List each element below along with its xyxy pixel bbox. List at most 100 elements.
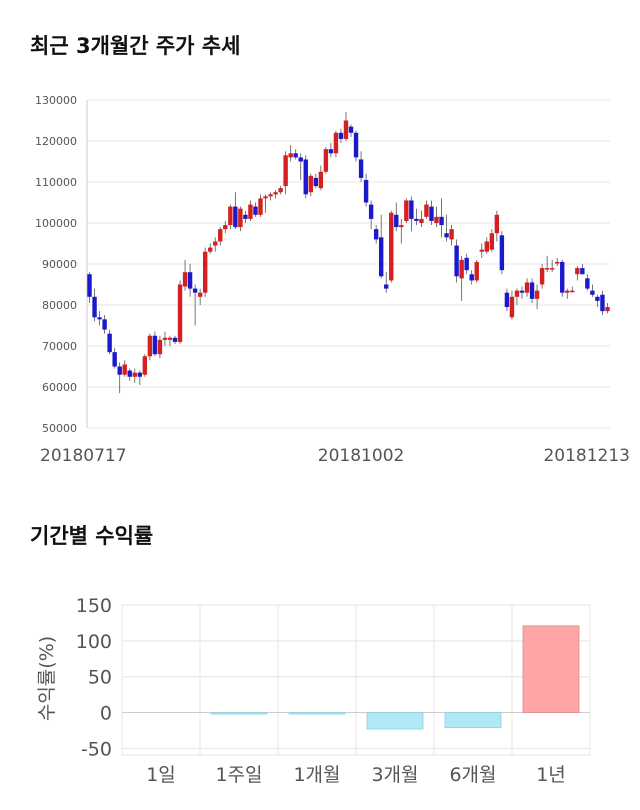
candle-body: [409, 200, 414, 219]
candle-body: [434, 216, 439, 223]
y-tick-label: 0: [100, 703, 112, 725]
candle-body: [102, 319, 107, 330]
candle-body: [343, 120, 349, 139]
y-tick-label: 150: [76, 595, 112, 617]
candle-body: [358, 159, 364, 178]
candle-body: [394, 214, 399, 228]
candle-body: [585, 278, 590, 289]
candle-body: [504, 292, 510, 308]
y-tick-label: 120000: [35, 135, 77, 148]
candle-body: [399, 225, 404, 228]
y-tick-label: 70000: [42, 340, 77, 353]
candle-body: [539, 268, 545, 285]
candle-body: [213, 241, 218, 246]
candle-body: [424, 204, 429, 217]
candle-body: [117, 366, 122, 375]
y-tick-label: 100000: [35, 217, 77, 230]
x-tick-label: 20181213: [543, 446, 630, 466]
candle-body: [565, 290, 570, 293]
candle-body: [489, 233, 495, 250]
y-tick-label: 130000: [35, 94, 77, 107]
candle-body: [474, 261, 479, 281]
candle-body: [92, 296, 97, 318]
candle-body: [243, 214, 248, 219]
candle-body: [197, 292, 203, 297]
candle-body: [318, 171, 324, 189]
candle-body: [233, 206, 238, 228]
candle-body: [469, 274, 474, 281]
x-tick-label: 20181002: [318, 446, 405, 466]
candle-body: [192, 288, 198, 293]
candle-body: [288, 153, 293, 158]
candle-body: [414, 218, 419, 221]
candle-body: [529, 282, 535, 299]
y-tick-label: 60000: [42, 381, 77, 394]
candle-body: [293, 153, 298, 158]
return-bar: [366, 712, 424, 730]
candle-body: [570, 290, 575, 293]
x-tick-label: 1일: [146, 764, 176, 786]
candle-body: [368, 204, 374, 219]
candle-body: [107, 333, 112, 353]
return-bar: [444, 712, 502, 729]
y-tick-label: 80000: [42, 299, 77, 312]
x-tick-label: 1주일: [215, 764, 262, 786]
candle-body: [605, 307, 610, 312]
candle-body: [494, 214, 500, 234]
candle-body: [519, 290, 525, 293]
candle-body: [278, 188, 283, 193]
candle-body: [122, 364, 127, 375]
candle-body: [560, 261, 565, 293]
candle-body: [87, 274, 92, 297]
y-tick-label: 50: [88, 667, 112, 689]
candle-body: [454, 245, 459, 277]
candle-body: [172, 337, 178, 342]
candle-body: [112, 352, 117, 367]
candle-body: [590, 290, 595, 295]
candle-body: [208, 247, 213, 252]
candle-body: [549, 268, 555, 270]
candle-body: [348, 126, 354, 133]
candle-body: [202, 251, 208, 293]
candle-body: [238, 208, 243, 228]
candle-body: [258, 198, 263, 215]
candle-body: [595, 296, 600, 301]
candle-body: [132, 372, 137, 377]
candle-body: [137, 372, 143, 377]
candle-body: [444, 233, 449, 238]
y-axis-label: 수익률(%): [36, 636, 58, 721]
x-tick-label: 1년: [536, 764, 566, 786]
candle-body: [404, 200, 409, 221]
candle-body: [127, 370, 132, 377]
candle-body: [378, 237, 384, 277]
candle-body: [544, 268, 550, 270]
candle-body: [449, 229, 454, 240]
candle-body: [459, 259, 464, 279]
candle-body: [464, 257, 469, 271]
candle-body: [534, 290, 540, 299]
candlestick-chart: 50000 60000 70000 80000 90000 100000 110000 120…: [35, 94, 630, 466]
candle-body: [524, 282, 530, 293]
candle-body: [187, 272, 193, 289]
candle-body: [162, 337, 168, 340]
candle-body: [580, 268, 585, 275]
x-tick-label: 20180717: [40, 446, 127, 466]
candle-body: [303, 159, 308, 195]
candle-body: [273, 192, 278, 195]
candle-body: [389, 212, 394, 281]
x-tick-label: 6개월: [449, 764, 496, 786]
candle-body: [283, 155, 288, 187]
candle-body: [152, 335, 158, 355]
candle-body: [384, 284, 389, 289]
candle-body: [313, 177, 319, 187]
candle-body: [439, 216, 444, 226]
candle-body: [248, 204, 253, 219]
candle-body: [509, 296, 515, 318]
candle-body: [575, 268, 580, 275]
return-bar: [288, 712, 346, 715]
return-bar: [522, 625, 580, 713]
candle-body: [484, 241, 489, 252]
candle-body: [147, 335, 153, 357]
candle-body: [167, 337, 173, 340]
candle-body: [328, 149, 334, 154]
